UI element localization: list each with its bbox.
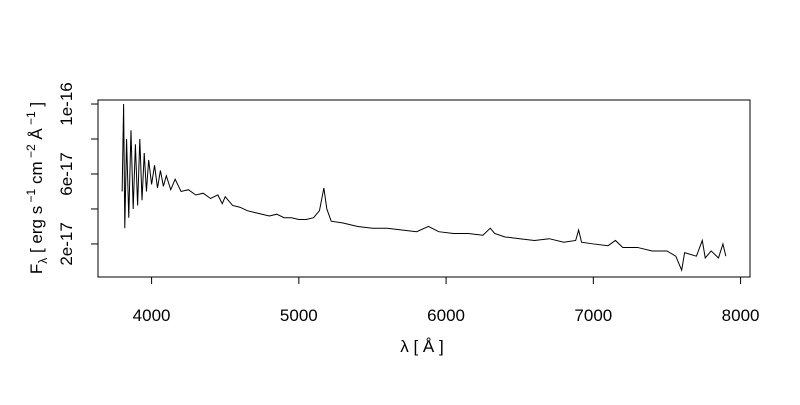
y-label-part: −1 xyxy=(24,188,38,205)
y-label-part: [ erg s xyxy=(27,206,46,258)
x-tick-label: 5000 xyxy=(280,306,318,325)
y-tick-label: 1e-16 xyxy=(57,82,76,125)
x-axis-label: λ [ Å ] xyxy=(400,337,443,356)
y-label-part: −2 xyxy=(24,144,38,161)
y-axis-label: Fλ [ erg s −1 cm −2 Å −1 ] xyxy=(24,102,50,274)
y-tick-label: 2e-17 xyxy=(57,222,76,265)
plot-box xyxy=(97,99,751,278)
y-label-part: cm xyxy=(27,161,46,188)
y-label-part: −1 xyxy=(24,111,38,128)
x-tick-label: 7000 xyxy=(574,306,612,325)
y-label-part: Å xyxy=(27,128,46,145)
y-label-part: λ xyxy=(36,258,50,264)
x-tick-label: 6000 xyxy=(427,306,465,325)
y-label-part: F xyxy=(27,264,46,274)
y-tick-label: 6e-17 xyxy=(57,152,76,195)
x-tick-label: 4000 xyxy=(133,306,171,325)
spectrum-line xyxy=(121,104,727,272)
x-tick-label: 8000 xyxy=(722,306,760,325)
y-label-part: ] xyxy=(27,102,46,111)
